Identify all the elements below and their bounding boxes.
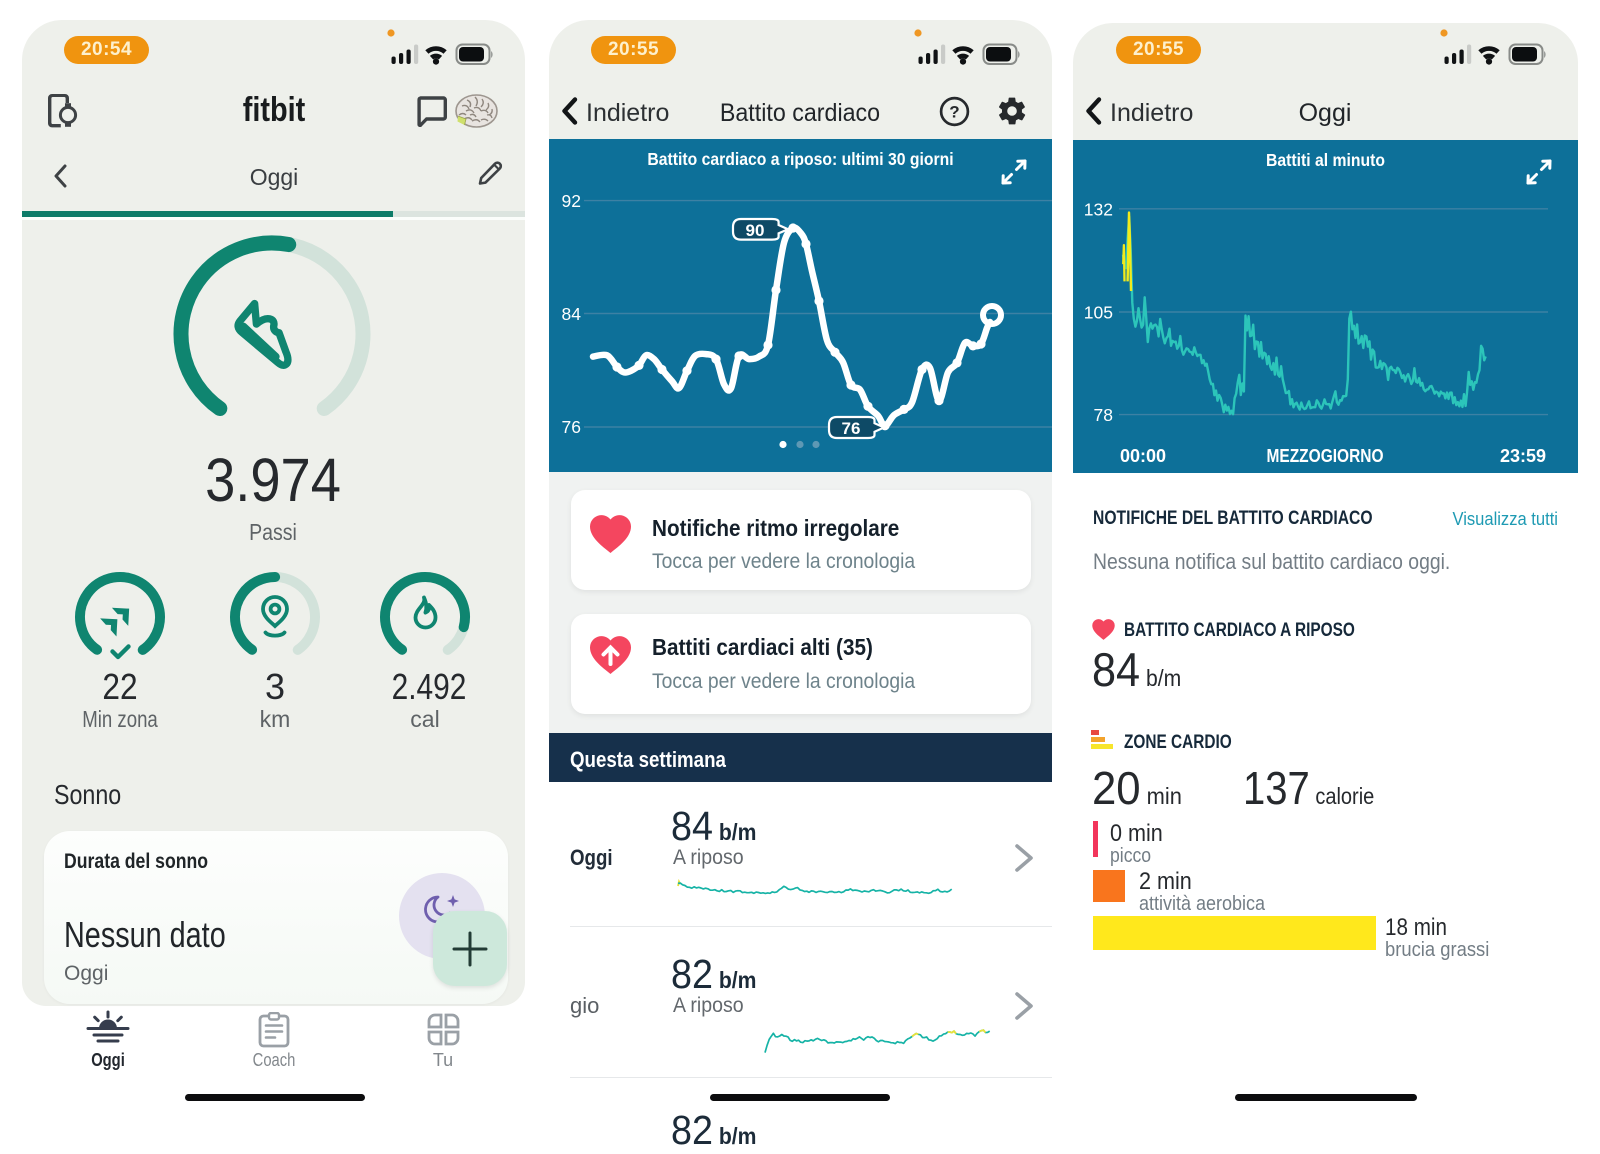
svg-text:132: 132 [1084, 200, 1113, 220]
svg-text:105: 105 [1084, 303, 1113, 323]
svg-text:76: 76 [562, 417, 581, 437]
svg-text:?: ? [949, 103, 959, 122]
svg-text:00:00: 00:00 [1120, 446, 1166, 466]
svg-text:78: 78 [1094, 405, 1113, 425]
svg-text:23:59: 23:59 [1500, 446, 1546, 466]
svg-text:84: 84 [562, 304, 582, 324]
svg-text:76: 76 [842, 419, 861, 438]
svg-text:90: 90 [746, 221, 765, 240]
svg-text:MEZZOGIORNO: MEZZOGIORNO [1267, 446, 1384, 466]
svg-text:92: 92 [562, 191, 581, 211]
